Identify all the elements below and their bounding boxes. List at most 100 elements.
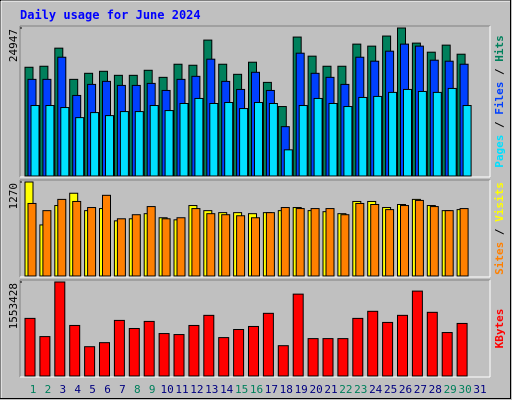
- bar: [456, 322, 468, 377]
- bar: [57, 198, 67, 277]
- bar: [131, 214, 141, 277]
- legend-entry: Sites: [493, 242, 506, 275]
- bar: [462, 105, 472, 177]
- bar: [221, 214, 231, 277]
- bar: [75, 117, 85, 177]
- legend-entry: KBytes: [493, 309, 506, 349]
- bar: [27, 202, 37, 277]
- bar: [400, 205, 409, 277]
- x-tick-label: 28: [429, 383, 442, 396]
- bar: [134, 111, 144, 177]
- legend-separator: /: [493, 62, 506, 82]
- x-tick-label: 3: [59, 383, 66, 396]
- bar: [209, 103, 219, 177]
- bar: [105, 115, 114, 177]
- bar: [382, 321, 394, 377]
- bar: [429, 206, 439, 277]
- bar: [87, 207, 97, 277]
- bar: [69, 324, 81, 377]
- bar: [328, 103, 338, 177]
- y-tick-label: 1553428: [7, 283, 20, 329]
- bar: [313, 97, 323, 177]
- legend: Pages / Files / Hits: [493, 35, 506, 168]
- bar: [194, 97, 204, 177]
- x-tick-label: 13: [205, 383, 218, 396]
- bar: [164, 110, 174, 177]
- bar: [459, 208, 469, 277]
- bar: [283, 149, 293, 177]
- bar: [113, 319, 125, 377]
- x-tick-label: 8: [134, 383, 141, 396]
- bar: [292, 293, 304, 377]
- bar: [307, 338, 319, 377]
- x-tick-label: 19: [295, 383, 308, 396]
- y-tick-label: 24947: [7, 29, 20, 62]
- chart-title: Daily usage for June 2024: [20, 8, 201, 22]
- bar: [191, 208, 201, 277]
- legend: Sites / Visits: [493, 182, 506, 275]
- x-tick-label: 24: [369, 383, 383, 396]
- bar: [325, 208, 335, 277]
- x-tick-label: 15: [235, 383, 248, 396]
- legend-entry: Hits: [493, 35, 506, 62]
- bar: [411, 290, 423, 377]
- bar: [203, 314, 215, 377]
- bar: [102, 194, 111, 277]
- x-tick-label: 29: [444, 383, 457, 396]
- bar: [39, 336, 51, 377]
- x-tick-label: 5: [89, 383, 96, 396]
- legend-entry: Pages: [493, 135, 506, 168]
- x-tick-label: 25: [384, 383, 397, 396]
- bar: [30, 105, 40, 177]
- x-tick-label: 31: [473, 383, 486, 396]
- bar: [239, 108, 249, 177]
- x-tick-label: 12: [190, 383, 203, 396]
- bar: [188, 324, 200, 377]
- bar: [218, 337, 230, 377]
- bar: [397, 314, 408, 377]
- bar: [441, 332, 453, 377]
- bar: [233, 329, 245, 377]
- bar: [116, 218, 126, 277]
- x-tick-label: 14: [220, 383, 234, 396]
- bar: [444, 210, 454, 277]
- bar: [254, 101, 263, 177]
- bar: [370, 204, 380, 277]
- bar: [310, 208, 320, 277]
- x-tick-label: 16: [250, 383, 263, 396]
- bar: [176, 217, 186, 277]
- x-tick-label: 10: [160, 383, 173, 396]
- bar: [414, 199, 424, 277]
- bar: [251, 217, 260, 277]
- bar: [426, 311, 438, 377]
- bar: [128, 327, 140, 377]
- bar: [54, 281, 66, 377]
- bar: [224, 101, 234, 177]
- bar: [179, 103, 189, 177]
- x-tick-label: 17: [265, 383, 278, 396]
- x-tick-label: 6: [104, 383, 111, 396]
- bar: [352, 317, 364, 377]
- y-tick-label: 1270: [7, 183, 20, 210]
- x-tick-label: 26: [399, 383, 412, 396]
- bar: [432, 91, 442, 177]
- bar: [373, 95, 383, 177]
- bar: [60, 107, 70, 177]
- bar: [248, 325, 259, 377]
- bar: [84, 346, 96, 377]
- bar: [295, 208, 305, 277]
- bar: [236, 215, 246, 277]
- bar: [149, 105, 159, 177]
- bar: [385, 209, 395, 277]
- bar: [143, 320, 155, 377]
- bar: [280, 207, 290, 277]
- x-tick-label: 11: [175, 383, 188, 396]
- bar: [262, 312, 274, 377]
- x-tick-label: 9: [149, 383, 156, 396]
- bar: [417, 90, 427, 177]
- bar: [158, 333, 170, 377]
- bar: [99, 342, 110, 377]
- x-tick-label: 21: [324, 383, 337, 396]
- x-tick-label: 2: [45, 383, 52, 396]
